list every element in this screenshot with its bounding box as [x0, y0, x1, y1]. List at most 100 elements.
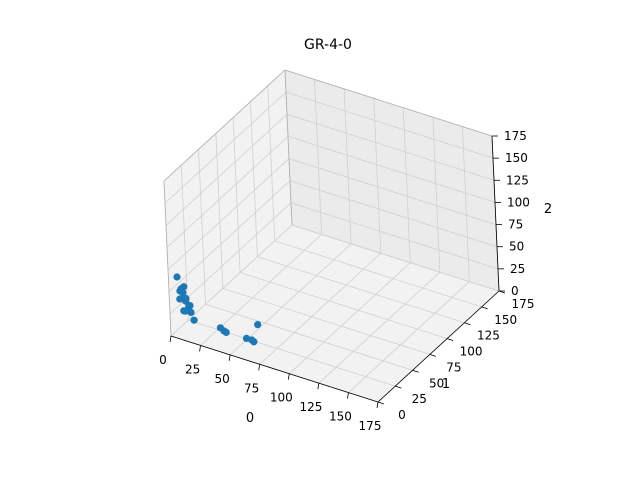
- grid-line-back-z: [288, 158, 497, 225]
- tick-mark: [429, 354, 436, 357]
- grid-line-back-z: [290, 202, 499, 270]
- grid-line-floor-y: [291, 224, 500, 292]
- tick-mark: [376, 401, 379, 409]
- data-point: [222, 328, 230, 336]
- axes-panes: [164, 70, 499, 402]
- grid-line-back-x: [402, 107, 411, 263]
- pane-edge: [284, 69, 293, 226]
- x-tick-label: 50: [214, 372, 229, 386]
- z-tick-label: 125: [506, 173, 529, 187]
- grid-line-left-z: [168, 180, 291, 293]
- data-point: [187, 308, 195, 316]
- tick-mark: [447, 338, 454, 341]
- grid-line-left-z: [170, 224, 293, 337]
- left-wall-pane: [164, 70, 292, 336]
- tick-mark: [481, 306, 488, 310]
- y-axis-line: [377, 290, 500, 403]
- tick-mark: [258, 364, 261, 371]
- y-tick-label: 125: [477, 329, 500, 343]
- y-tick-label: 150: [494, 313, 517, 327]
- data-point: [179, 289, 187, 297]
- tick-mark: [395, 385, 402, 389]
- x-tick-label: 0: [159, 353, 167, 367]
- tick-mark: [287, 373, 290, 380]
- grid-line-floor-x: [289, 262, 411, 375]
- grid-line-back-z: [289, 180, 498, 248]
- tick-mark: [347, 392, 349, 399]
- data-point: [176, 295, 184, 303]
- pane-edge: [284, 69, 493, 137]
- grid-line-floor-x: [259, 252, 381, 365]
- y-tick-label: 25: [412, 392, 427, 406]
- z-axis-line: [491, 135, 500, 292]
- grid-line-left-z: [166, 136, 289, 248]
- data-point: [190, 316, 198, 324]
- grid-line-left-y: [198, 149, 206, 305]
- x-tick-label: 125: [299, 400, 322, 414]
- z-axis-label: 2: [544, 202, 552, 217]
- data-point: [254, 321, 262, 329]
- grid-line-floor-y: [274, 240, 482, 308]
- z-tick-label: 150: [505, 151, 528, 165]
- y-axis-label: 1: [442, 377, 450, 392]
- data-point: [250, 338, 258, 346]
- grid-line-back-z: [287, 136, 496, 203]
- axis-lines: [163, 69, 500, 403]
- grid-line-back-x: [373, 98, 382, 254]
- x-axis-line: [170, 335, 379, 403]
- grid-line-left-y: [180, 165, 189, 321]
- grid-line-back-z: [286, 113, 495, 181]
- tick-mark: [199, 345, 201, 352]
- x-tick-label: 100: [270, 391, 293, 405]
- grid-line-back-x: [432, 117, 441, 273]
- z-tick-label: 175: [504, 129, 527, 143]
- tick-mark: [317, 383, 320, 390]
- grid-line-left-z: [169, 202, 292, 315]
- z-tick-label: 50: [509, 240, 524, 254]
- tick-mark: [498, 290, 506, 294]
- z-tick-label: 100: [507, 195, 530, 209]
- z-tick-label: 0: [511, 284, 519, 298]
- grid-line-left-y: [250, 101, 258, 257]
- pane-edge: [163, 180, 172, 337]
- y-tick-label: 50: [429, 376, 444, 390]
- floor-pane: [171, 225, 499, 402]
- grid-line-left-y: [267, 85, 276, 241]
- grid-line-left-z: [167, 158, 290, 270]
- grid-line-floor-y: [222, 288, 430, 355]
- grid-line-floor-x: [348, 281, 470, 393]
- tick-mark: [228, 354, 231, 361]
- grid-line-back-x: [314, 79, 322, 235]
- tick-mark: [169, 335, 172, 343]
- grid-line-left-z: [164, 91, 287, 204]
- data-points: [173, 273, 262, 346]
- grid-line-floor-y: [205, 303, 413, 371]
- y-tick-label: 75: [446, 360, 461, 374]
- data-point: [173, 273, 181, 281]
- grid-line-floor-x: [229, 243, 352, 356]
- grid-line-left-y: [215, 133, 224, 289]
- pane-edge: [163, 69, 286, 182]
- x-tick-label: 25: [185, 362, 200, 376]
- tick-mark: [412, 369, 419, 373]
- z-tick-label: 75: [508, 218, 523, 232]
- y-tick-label: 175: [512, 297, 535, 311]
- x-axis-label: 0: [246, 411, 254, 426]
- grid-line-floor-x: [318, 271, 441, 384]
- x-tick-label: 75: [244, 381, 259, 395]
- grid-line-floor-y: [257, 256, 465, 324]
- tick-mark: [464, 322, 471, 326]
- back-wall-pane: [285, 70, 499, 291]
- z-tick-label: 25: [510, 262, 525, 276]
- grid-line-back-z: [285, 91, 494, 159]
- y-tick-label: 100: [460, 345, 483, 359]
- y-tick-label: 0: [398, 408, 406, 422]
- data-point: [181, 307, 189, 315]
- x-tick-label: 150: [329, 410, 352, 424]
- grid-line-back-x: [343, 88, 352, 244]
- chart-title: GR-4-0: [304, 37, 352, 53]
- x-tick-label: 175: [359, 419, 382, 433]
- grid-line-left-z: [165, 113, 288, 226]
